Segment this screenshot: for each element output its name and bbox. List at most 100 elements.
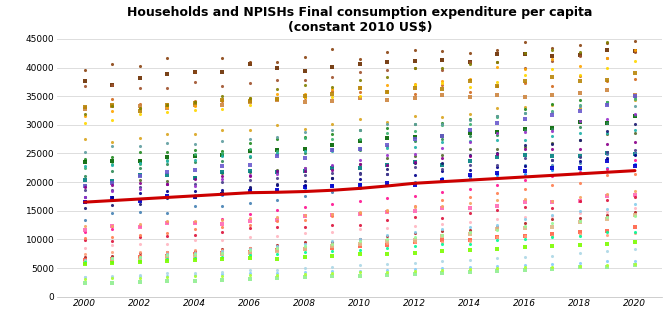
Point [547,183,558,188]
Point [327,175,337,180]
Point [492,171,503,176]
Point [492,151,503,156]
Point [107,198,118,203]
Point [355,270,365,275]
Point [134,102,145,107]
Point [602,102,613,107]
Point [520,215,530,220]
Point [382,208,393,213]
Point [107,253,118,258]
Point [79,120,90,125]
Point [244,127,255,132]
Point [355,157,365,162]
Point [355,162,365,167]
Point [437,249,448,254]
Point [602,229,613,234]
Point [107,257,118,262]
Point [79,200,90,205]
Point [107,243,118,248]
Point [492,131,503,136]
Point [79,195,90,200]
Point [244,173,255,178]
Point [492,162,503,167]
Point [217,70,228,75]
Point [189,80,200,85]
Point [134,224,145,229]
Point [217,164,228,169]
Point [602,131,613,136]
Point [217,238,228,243]
Point [272,92,283,97]
Point [134,63,145,68]
Point [520,67,530,72]
Point [409,180,420,185]
Point [134,274,145,279]
Point [134,250,145,255]
Point [272,182,283,187]
Point [189,152,200,157]
Point [437,134,448,139]
Point [492,115,503,120]
Point [437,166,448,171]
Point [629,94,640,99]
Point [520,111,530,116]
Point [574,181,585,186]
Point [189,100,200,105]
Point [547,93,558,98]
Point [244,250,255,255]
Point [602,78,613,83]
Point [162,170,172,175]
Point [327,137,337,142]
Point [244,96,255,101]
Point [272,148,283,153]
Point [189,278,200,283]
Point [547,262,558,267]
Point [107,259,118,264]
Point [217,252,228,257]
Point [244,273,255,278]
Point [189,107,200,112]
Point [574,131,585,136]
Point [464,227,475,232]
Point [629,48,640,53]
Point [547,133,558,138]
Point [382,60,393,65]
Point [547,163,558,168]
Point [574,165,585,170]
Point [107,224,118,229]
Point [602,210,613,215]
Point [217,193,228,198]
Point [547,158,558,163]
Point [629,34,640,39]
Point [437,160,448,165]
Point [409,151,420,156]
Point [574,209,585,214]
Point [272,154,283,159]
Point [437,115,448,120]
Point [327,189,337,194]
Point [409,129,420,134]
Point [382,90,393,95]
Point [629,104,640,109]
Point [382,171,393,176]
Point [189,142,200,147]
Point [217,272,228,277]
Point [244,60,255,65]
Point [520,137,530,142]
Point [79,251,90,256]
Point [492,222,503,227]
Point [574,43,585,48]
Point [189,194,200,199]
Point [409,160,420,165]
Point [355,236,365,241]
Point [299,92,310,97]
Point [299,184,310,189]
Point [189,232,200,237]
Point [299,155,310,160]
Point [464,187,475,192]
Point [574,146,585,151]
Point [629,97,640,102]
Point [409,66,420,71]
Point [107,256,118,261]
Point [547,112,558,117]
